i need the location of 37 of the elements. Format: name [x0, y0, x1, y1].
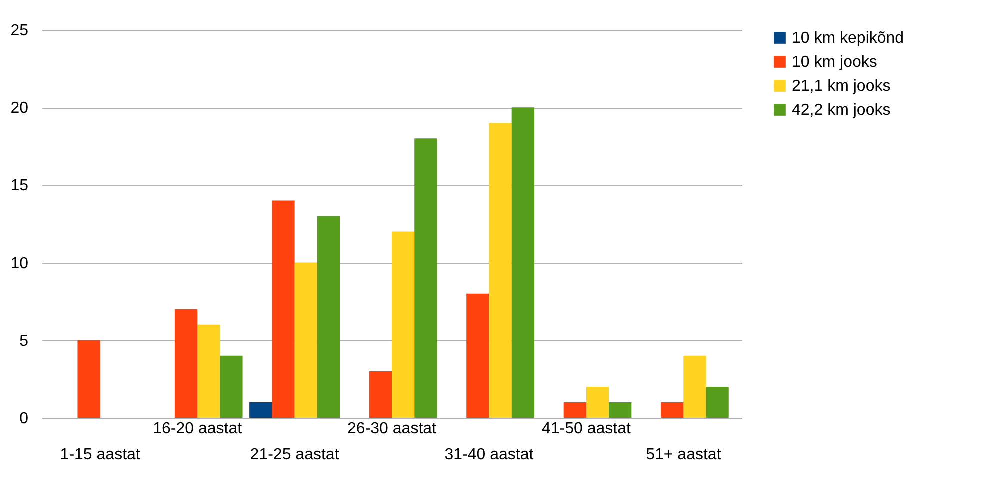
y-tick-label: 15	[10, 178, 29, 195]
bar	[661, 402, 684, 418]
x-tick-label: 1-15 aastat	[60, 446, 141, 464]
x-tick-label: 51+ aastat	[646, 446, 722, 464]
x-tick-label: 16-20 aastat	[153, 420, 243, 438]
bar	[414, 138, 438, 418]
bar	[317, 216, 340, 418]
bar	[564, 402, 586, 418]
bar	[272, 200, 295, 418]
y-tick-label: 10	[10, 255, 29, 272]
bar	[250, 402, 272, 418]
x-tick-label: 21-25 aastat	[250, 446, 340, 464]
bar	[220, 356, 243, 418]
y-tick-label: 5	[20, 332, 29, 350]
legend-label: 10 km kepikõnd	[792, 30, 904, 47]
bar	[369, 371, 392, 418]
legend-label: 42,2 km jooks	[792, 102, 891, 119]
bar	[512, 108, 534, 418]
bar	[174, 309, 198, 418]
y-tick-label: 0	[20, 410, 29, 428]
bar	[294, 262, 318, 418]
x-tick-label: 31-40 aastat	[444, 446, 534, 464]
y-tick-label: 20	[10, 100, 29, 118]
x-tick-label: 26-30 aastat	[348, 420, 438, 438]
bar	[392, 232, 415, 418]
bar	[609, 402, 632, 418]
bar	[198, 324, 220, 418]
x-tick-label: 41-50 aastat	[542, 420, 632, 438]
bar	[684, 356, 706, 418]
bar	[586, 386, 610, 418]
legend-label: 10 km jooks	[792, 54, 878, 71]
bar	[466, 294, 490, 418]
legend-label: 21,1 km jooks	[792, 78, 891, 95]
bar	[489, 123, 512, 418]
y-tick-label: 25	[10, 22, 29, 40]
bar	[78, 340, 100, 418]
bar	[706, 386, 729, 418]
